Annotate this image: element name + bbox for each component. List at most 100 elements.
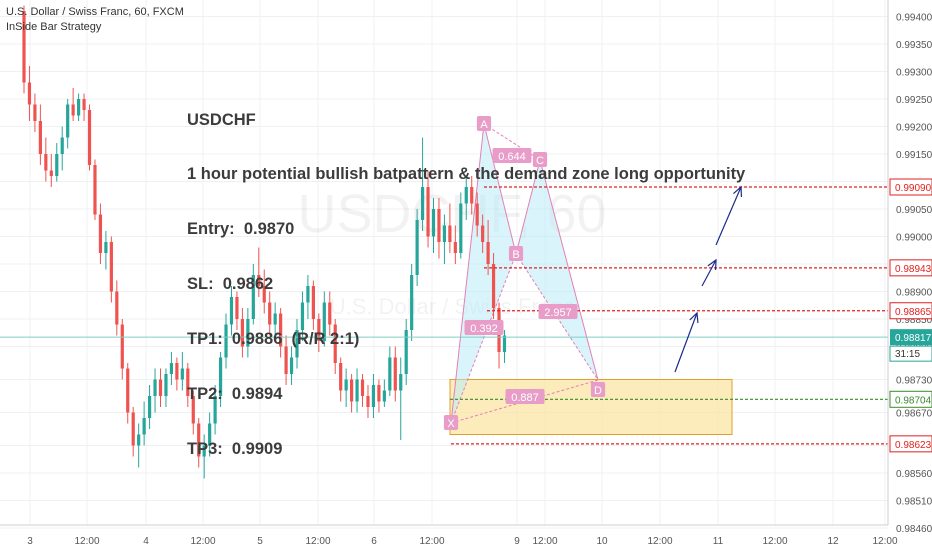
level-tag-text: 0.98704 [895, 395, 932, 406]
candle-body [153, 379, 157, 396]
candle-body [377, 385, 381, 402]
annotation-sl: SL: 0.9862 [187, 275, 274, 294]
candle-body [93, 165, 97, 215]
pattern-point-c-text: C [536, 155, 544, 167]
candle-body [98, 214, 103, 253]
candle-body [213, 396, 217, 424]
candle-body [175, 363, 179, 380]
target-arrow-3-head [733, 185, 743, 198]
pattern-bcd [516, 160, 598, 380]
indicator-label: InSide Bar Strategy [6, 21, 102, 33]
y-tick-label: 0.99250 [896, 95, 932, 106]
candle-body [382, 390, 386, 402]
trade-annotation: USDCHF 1 hour potential bullish batpatte… [187, 74, 745, 477]
candle-body [393, 357, 397, 391]
ratio-xd-text: 0.887 [511, 392, 539, 404]
x-tick-label: 12 [827, 536, 839, 547]
current-price-tag-text: 0.98817 [895, 333, 932, 344]
x-tick-label: 12:00 [419, 536, 444, 547]
annotation-tp1: TP1: 0.9886 (R/R 2:1) [187, 330, 360, 349]
x-tick-label: 4 [143, 536, 149, 547]
candle-body [453, 242, 457, 253]
candle-body [104, 242, 108, 253]
y-tick-label: 0.99300 [896, 68, 932, 79]
ratio-xd: 0.887 [505, 389, 545, 404]
candle-body [164, 374, 168, 396]
candle-body [77, 99, 81, 116]
candle-body [311, 286, 315, 319]
candle-body [126, 368, 130, 413]
candle-body [415, 220, 419, 275]
candle-body [246, 319, 250, 347]
candle-body [289, 357, 294, 374]
candle-body [142, 418, 146, 435]
target-arrow-2-shaft [701, 259, 717, 287]
pattern-point-a-text: A [480, 119, 488, 131]
candle-body [147, 396, 152, 418]
annotation-entry: Entry: 0.9870 [187, 220, 295, 239]
pattern-leg-xb [450, 253, 517, 424]
target-arrow-3-shaft [715, 186, 742, 246]
x-tick-label: 10 [596, 536, 608, 547]
candle-body [191, 396, 195, 424]
annotation-symbol: USDCHF [187, 110, 256, 129]
annotation-tp3: TP3: 0.9909 [187, 439, 283, 458]
ratio-bd: 2.957 [538, 304, 578, 319]
target-arrow-3 [715, 185, 743, 246]
candle-body [502, 335, 507, 352]
x-axis: 3 12:00 4 12:00 5 12:00 6 12:00 9 12:00 10 12:00 11 1… [0, 524, 898, 547]
ratio-xb-text: 0.392 [470, 323, 498, 335]
candle-body [109, 242, 113, 292]
candle-body [475, 203, 479, 226]
x-tick-label: 11 [713, 536, 724, 547]
level-tag-text: 0.98623 [895, 440, 932, 451]
candle-body [481, 225, 485, 242]
pattern-point-d: D [590, 382, 606, 397]
candle-body [426, 187, 430, 237]
candle-body [459, 203, 463, 253]
ratio-bd-box [538, 304, 578, 319]
candle-body [404, 330, 408, 374]
candle-body [202, 445, 206, 457]
candle-body [218, 357, 223, 396]
x-tick-label: 12:00 [647, 536, 672, 547]
candle-body [448, 225, 452, 242]
y-tick-label: 0.99000 [896, 233, 932, 244]
candle-body [491, 264, 496, 308]
candle-body [486, 242, 490, 264]
candle-body [131, 412, 135, 446]
level-tag-box [889, 178, 932, 196]
candle-body [317, 319, 321, 341]
ratio-bd-text: 2.957 [544, 307, 572, 319]
y-tick-label: 0.99050 [896, 205, 932, 216]
candle-body [420, 187, 425, 220]
candle-body [71, 104, 75, 116]
target-arrow-2-head [707, 258, 717, 271]
candle-body [44, 154, 48, 171]
candle-body [328, 302, 332, 325]
x-tick-label: 12:00 [190, 536, 215, 547]
pattern-point-b-text: B [512, 249, 519, 261]
pattern-leg-cd [539, 159, 599, 381]
candle-body [186, 368, 190, 396]
symbol-header: U.S. Dollar / Swiss Franc, 60, FXCM [6, 6, 184, 18]
pattern-xab [451, 124, 516, 423]
y-tick-label: 0.98560 [896, 469, 932, 480]
candle-body [333, 324, 337, 363]
y-tick-label: 0.98460 [896, 524, 932, 535]
target-arrow-1-shaft [674, 312, 698, 373]
pattern-point-x-text: X [447, 418, 455, 430]
x-tick-label: 6 [371, 536, 377, 547]
candle-body [300, 302, 305, 330]
current-price-tag-box [890, 329, 932, 346]
candle-body [350, 379, 354, 402]
y-tick-label: 0.98730 [896, 376, 932, 387]
candle-body [442, 225, 447, 242]
y-tick-label: 0.99350 [896, 40, 932, 51]
countdown-text: 31:15 [895, 349, 920, 360]
candle-body [295, 330, 299, 358]
pattern-point-x-box [443, 415, 459, 430]
candle-body [158, 379, 163, 396]
candle-body [306, 286, 310, 303]
